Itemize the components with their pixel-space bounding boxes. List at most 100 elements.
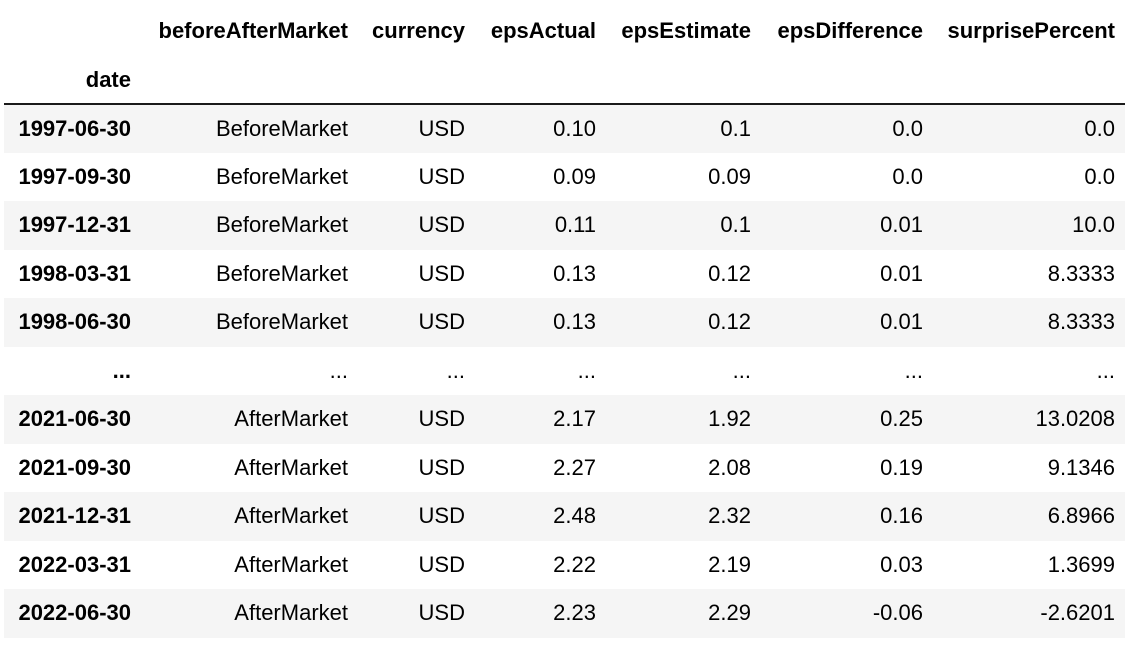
cell-surprise-percent: ... [1096, 357, 1115, 383]
cell-currency: USD [418, 115, 465, 141]
cell-eps-actual: 2.23 [553, 600, 596, 626]
cell-surprise-percent: 8.3333 [1047, 260, 1115, 286]
row-date: 1997-06-30 [18, 115, 131, 141]
cell-eps-estimate: 2.19 [708, 551, 751, 577]
cell-before-after-market: BeforeMarket [215, 163, 348, 189]
index-name-filler [761, 56, 933, 104]
table-body: 1997-06-30 BeforeMarket USD 0.10 0.1 0.0… [4, 104, 1125, 638]
cell-before-after-market: AfterMarket [234, 454, 348, 480]
cell-eps-estimate: 2.08 [708, 454, 751, 480]
row-date: ... [112, 357, 131, 383]
table-row: 1997-09-30 BeforeMarket USD 0.09 0.09 0.… [4, 152, 1125, 201]
cell-eps-actual: ... [577, 357, 596, 383]
cell-currency: USD [418, 260, 465, 286]
index-name-filler [933, 56, 1125, 104]
cell-surprise-percent: 9.1346 [1047, 454, 1115, 480]
cell-eps-estimate: 0.09 [708, 163, 751, 189]
cell-eps-estimate: 2.29 [708, 600, 751, 626]
index-name-filler [141, 56, 358, 104]
table-row: 1998-06-30 BeforeMarket USD 0.13 0.12 0.… [4, 298, 1125, 347]
cell-before-after-market: AfterMarket [234, 551, 348, 577]
cell-eps-estimate: ... [732, 357, 751, 383]
cell-currency: USD [418, 406, 465, 432]
row-date: 1997-09-30 [18, 163, 131, 189]
column-header: epsActual [490, 18, 596, 43]
cell-eps-actual: 0.13 [553, 309, 596, 335]
cell-eps-actual: 0.13 [553, 260, 596, 286]
table-row: ... ... ... ... ... ... ... [4, 346, 1125, 395]
cell-surprise-percent: 8.3333 [1047, 309, 1115, 335]
cell-before-after-market: BeforeMarket [215, 212, 348, 238]
index-header-blank [4, 6, 141, 56]
cell-eps-difference: 0.03 [880, 551, 923, 577]
cell-eps-difference: 0.01 [880, 260, 923, 286]
cell-before-after-market: AfterMarket [234, 600, 348, 626]
cell-eps-actual: 0.09 [553, 163, 596, 189]
table-row: 2021-12-31 AfterMarket USD 2.48 2.32 0.1… [4, 492, 1125, 541]
cell-surprise-percent: 0.0 [1084, 115, 1115, 141]
column-header: epsEstimate [621, 18, 751, 43]
cell-eps-difference: -0.06 [872, 600, 923, 626]
cell-currency: USD [418, 551, 465, 577]
cell-eps-actual: 2.27 [553, 454, 596, 480]
index-name-row: date [4, 56, 1125, 104]
cell-surprise-percent: 6.8966 [1047, 503, 1115, 529]
cell-currency: USD [418, 600, 465, 626]
cell-eps-actual: 0.10 [553, 115, 596, 141]
cell-currency: USD [418, 309, 465, 335]
table-head: beforeAfterMarket currency epsActual eps… [4, 6, 1125, 104]
cell-eps-difference: 0.25 [880, 406, 923, 432]
column-header-row: beforeAfterMarket currency epsActual eps… [4, 6, 1125, 56]
row-date: 2021-06-30 [18, 406, 131, 432]
cell-eps-estimate: 0.12 [708, 260, 751, 286]
cell-currency: USD [418, 163, 465, 189]
row-date: 2022-06-30 [18, 600, 131, 626]
cell-eps-actual: 0.11 [554, 212, 596, 238]
cell-eps-difference: 0.01 [880, 309, 923, 335]
cell-currency: USD [418, 212, 465, 238]
row-date: 1998-06-30 [18, 309, 131, 335]
cell-before-after-market: ... [329, 357, 348, 383]
earnings-table: beforeAfterMarket currency epsActual eps… [4, 6, 1125, 638]
cell-before-after-market: BeforeMarket [215, 115, 348, 141]
cell-eps-actual: 2.22 [553, 551, 596, 577]
row-date: 2022-03-31 [18, 551, 131, 577]
cell-currency: ... [446, 357, 465, 383]
cell-eps-difference: 0.0 [892, 115, 923, 141]
cell-before-after-market: AfterMarket [234, 503, 348, 529]
column-header: currency [372, 18, 465, 43]
cell-eps-difference: 0.19 [880, 454, 923, 480]
table-row: 2022-03-31 AfterMarket USD 2.22 2.19 0.0… [4, 540, 1125, 589]
cell-eps-difference: 0.16 [880, 503, 923, 529]
table-row: 2021-09-30 AfterMarket USD 2.27 2.08 0.1… [4, 443, 1125, 492]
table-row: 1998-03-31 BeforeMarket USD 0.13 0.12 0.… [4, 249, 1125, 298]
cell-eps-difference: 0.01 [880, 212, 923, 238]
column-header: epsDifference [777, 18, 923, 43]
index-name-header: date [85, 66, 131, 92]
cell-eps-estimate: 1.92 [708, 406, 751, 432]
cell-eps-actual: 2.48 [553, 503, 596, 529]
cell-currency: USD [418, 454, 465, 480]
cell-before-after-market: BeforeMarket [215, 260, 348, 286]
table-row: 2022-06-30 AfterMarket USD 2.23 2.29 -0.… [4, 589, 1125, 638]
cell-eps-estimate: 0.1 [720, 212, 751, 238]
row-date: 1998-03-31 [18, 260, 131, 286]
cell-surprise-percent: -2.6201 [1040, 600, 1115, 626]
column-header: beforeAfterMarket [158, 18, 349, 43]
table-row: 1997-12-31 BeforeMarket USD 0.11 0.1 0.0… [4, 201, 1125, 250]
table-row: 2021-06-30 AfterMarket USD 2.17 1.92 0.2… [4, 395, 1125, 444]
cell-surprise-percent: 0.0 [1084, 163, 1115, 189]
cell-before-after-market: BeforeMarket [215, 309, 348, 335]
cell-surprise-percent: 1.3699 [1047, 551, 1115, 577]
cell-eps-difference: 0.0 [892, 163, 923, 189]
row-date: 1997-12-31 [18, 212, 131, 238]
cell-eps-estimate: 0.1 [720, 115, 751, 141]
cell-before-after-market: AfterMarket [234, 406, 348, 432]
cell-currency: USD [418, 503, 465, 529]
row-date: 2021-12-31 [18, 503, 131, 529]
row-date: 2021-09-30 [18, 454, 131, 480]
cell-surprise-percent: 10.0 [1072, 212, 1115, 238]
index-name-filler [358, 56, 475, 104]
column-header: surprisePercent [947, 18, 1115, 43]
